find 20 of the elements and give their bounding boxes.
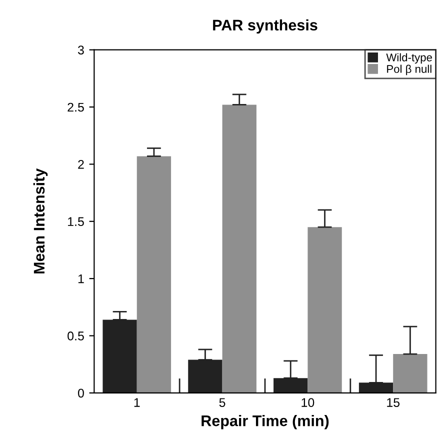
legend-label: Wild-type <box>386 53 432 64</box>
y-tick-label: 0.5 <box>68 332 84 340</box>
x-tick-label: 5 <box>219 398 226 407</box>
x-axis-title: Repair Time (min) <box>202 415 329 430</box>
y-axis-title: Mean Intensity <box>33 168 48 274</box>
bar <box>222 104 256 393</box>
chart-title: PAR synthesis <box>213 19 318 34</box>
y-tick-label: 1.5 <box>68 217 84 226</box>
x-tick-label: 10 <box>302 398 314 407</box>
x-tick-label: 1 <box>134 398 140 407</box>
bar <box>136 156 172 393</box>
x-tick-label: 15 <box>387 398 400 407</box>
y-tick-label: 3 <box>78 46 84 54</box>
y-tick-label: 1 <box>78 274 84 284</box>
y-tick-label: 0 <box>78 388 84 398</box>
y-tick-label: 2.5 <box>68 102 84 112</box>
legend-label: Pol β null <box>387 64 432 76</box>
bar <box>308 227 342 393</box>
y-tick-label: 2 <box>78 160 84 169</box>
bar <box>393 354 428 393</box>
